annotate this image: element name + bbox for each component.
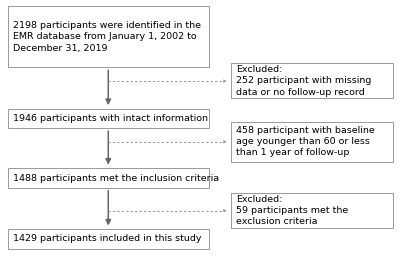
Text: 1429 participants included in this study: 1429 participants included in this study	[13, 234, 202, 243]
Text: 2198 participants were identified in the
EMR database from January 1, 2002 to
De: 2198 participants were identified in the…	[13, 21, 201, 53]
Text: Excluded:
59 participants met the
exclusion criteria: Excluded: 59 participants met the exclus…	[236, 195, 348, 226]
Text: 458 participant with baseline
age younger than 60 or less
than 1 year of follow-: 458 participant with baseline age younge…	[236, 126, 375, 157]
FancyBboxPatch shape	[8, 168, 209, 188]
FancyBboxPatch shape	[231, 193, 393, 228]
Text: 1488 participants met the inclusion criteria: 1488 participants met the inclusion crit…	[13, 174, 219, 183]
Text: Excluded:
252 participant with missing
data or no follow-up record: Excluded: 252 participant with missing d…	[236, 65, 371, 97]
FancyBboxPatch shape	[231, 63, 393, 98]
FancyBboxPatch shape	[8, 229, 209, 249]
FancyBboxPatch shape	[231, 122, 393, 162]
FancyBboxPatch shape	[8, 6, 209, 67]
FancyBboxPatch shape	[8, 109, 209, 128]
Text: 1946 participants with intact information: 1946 participants with intact informatio…	[13, 114, 208, 123]
